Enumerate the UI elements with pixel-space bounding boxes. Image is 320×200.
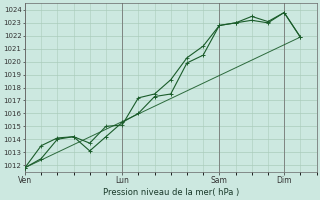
- X-axis label: Pression niveau de la mer( hPa ): Pression niveau de la mer( hPa ): [103, 188, 239, 197]
